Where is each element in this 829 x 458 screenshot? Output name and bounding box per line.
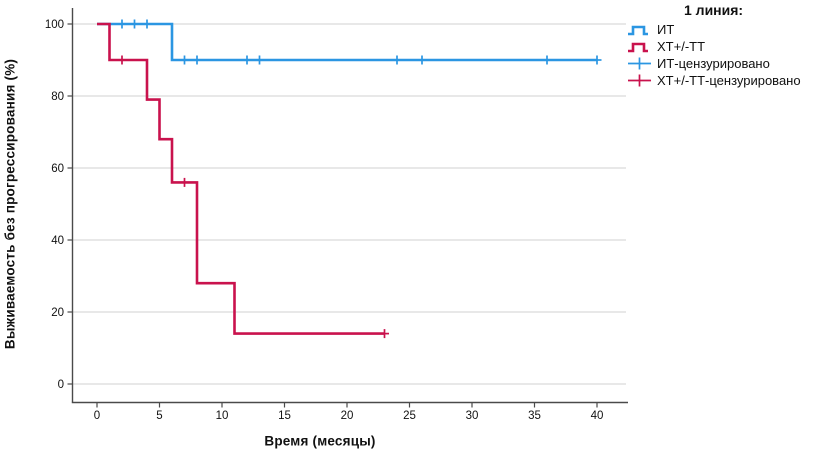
x-tick-label: 0 bbox=[94, 410, 100, 422]
series-curve-ХТ+/-ТТ bbox=[97, 22, 385, 335]
censor-marks-ХТ+/-ТТ bbox=[117, 55, 389, 339]
it-line-swatch-icon bbox=[628, 25, 648, 36]
legend-item-label: ХТ+/-ТТ bbox=[657, 39, 706, 54]
axis-lines bbox=[71, 8, 628, 404]
y-tick-label: 0 bbox=[58, 379, 64, 391]
legend-item-ht: ХТ+/-ТТ bbox=[627, 38, 801, 55]
it-censor-swatch-icon bbox=[628, 57, 651, 70]
ht-censor-swatch-icon bbox=[628, 74, 651, 87]
censor-marks-ИТ bbox=[117, 19, 602, 65]
y-tick-label: 60 bbox=[51, 163, 64, 175]
x-tick-label: 40 bbox=[591, 410, 604, 422]
y-axis-title: Выживаемость без прогрессирования (%) bbox=[2, 58, 18, 350]
x-tick-label: 35 bbox=[528, 410, 541, 422]
x-tick-label: 15 bbox=[278, 410, 291, 422]
tick-labels: 0 20 40 60 80 100 0 5 10 15 20 25 30 35 40 bbox=[45, 19, 604, 422]
ht-line-swatch-icon bbox=[628, 42, 648, 53]
gridlines bbox=[72, 23, 626, 385]
legend-item-label: ИТ-цензурировано bbox=[657, 56, 770, 71]
series-curve-ИТ bbox=[97, 22, 597, 62]
y-tick-label: 100 bbox=[45, 19, 64, 31]
x-tick-label: 25 bbox=[403, 410, 416, 422]
y-tick-label: 40 bbox=[51, 235, 64, 247]
x-axis-title: Время (месяцы) bbox=[264, 433, 376, 449]
legend-item-label: ХТ+/-ТТ-цензурировано bbox=[657, 73, 801, 88]
legend-title: 1 линия: bbox=[684, 2, 744, 18]
legend-item-it-censored: ИТ-цензурировано bbox=[627, 55, 801, 72]
legend-item-label: ИТ bbox=[657, 22, 675, 37]
y-tick-label: 20 bbox=[51, 307, 64, 319]
y-tick-label: 80 bbox=[51, 91, 64, 103]
x-tick-label: 30 bbox=[466, 410, 479, 422]
legend-item-it: ИТ bbox=[627, 21, 801, 38]
x-tick-label: 20 bbox=[341, 410, 354, 422]
legend-item-ht-censored: ХТ+/-ТТ-цензурировано bbox=[627, 72, 801, 89]
x-tick-label: 5 bbox=[156, 410, 162, 422]
legend: 1 линия: ИТ ХТ+/-ТТ ИТ-цензурировано ХТ+… bbox=[627, 2, 801, 89]
x-tick-label: 10 bbox=[216, 410, 229, 422]
